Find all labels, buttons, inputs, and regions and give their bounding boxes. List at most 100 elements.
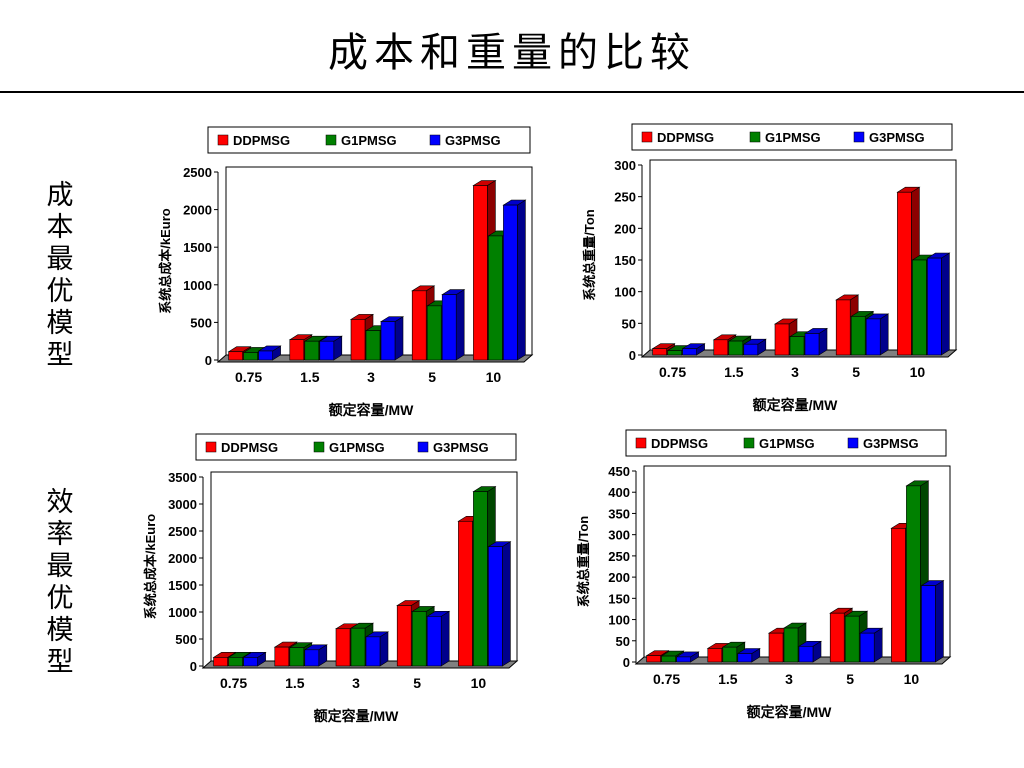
legend-label: G3PMSG [869,130,925,145]
bar-front [350,319,366,361]
bar-front [646,655,661,663]
bar-front [789,336,805,356]
bar-side [440,610,450,667]
legend-swatch [205,441,217,453]
bar-side [941,252,950,356]
x-tick-label: 3 [367,369,375,385]
bar-front [927,257,942,356]
row-label-char: 最 [46,244,74,275]
bar-front [411,611,427,667]
y-tick-label: 350 [608,506,630,521]
chart-cost-cost-optimal: 0 500 1000 1500 2000 2500 系统总成本/kEuro 0.75 1.5 3 5… [158,126,534,418]
legend-swatch [847,437,859,449]
y-tick-label: 1000 [168,605,197,620]
bar-front [743,343,759,356]
row-label-char: 型 [46,340,74,371]
legend-label: DDPMSG [657,130,714,145]
legend-swatch [853,131,865,143]
row-label-char: 成 [46,180,74,211]
bar-side [394,316,404,361]
x-tick-label: 3 [352,675,360,691]
y-tick-label: 150 [614,253,636,268]
legend: DDPMSG G1PMSG G3PMSG [207,126,531,154]
legend-label: G1PMSG [341,133,397,148]
y-tick-label: 450 [608,464,630,479]
x-tick-label: 0.75 [235,369,262,385]
bar-front [441,294,457,361]
x-tick-label: 5 [428,369,436,385]
row-label-efficiency-optimal: 效率最优模型 [40,487,80,679]
x-tick-label: 3 [791,364,799,380]
bar [797,640,823,663]
legend-swatch [217,134,229,146]
y-tick-label: 2500 [183,165,212,180]
bar-front [213,657,228,667]
row-label-cost-optimal: 成本最优模型 [40,180,80,372]
legend-box [625,429,947,457]
bar-front [365,636,381,667]
legend-swatch [429,134,441,146]
bar [859,627,884,663]
bar-front [319,340,335,361]
bar [803,327,829,356]
bar-front [865,318,881,356]
legend-label: G3PMSG [863,436,919,451]
bar-front [652,348,667,356]
chart-weight-cost-optimal: 0 50 100 150 200 250 300 系统总重量/Ton 0.75 1.5 3 5 10 额定… [582,123,958,413]
bar-front [912,259,927,356]
y-tick-label: 2000 [168,551,197,566]
y-tick-label: 500 [190,315,212,330]
bar [502,199,527,361]
bar-front [661,655,676,663]
bar-front [829,612,845,663]
y-tick-label: 0 [623,655,630,670]
bar-front [921,585,936,663]
y-axis-title: 系统总重量/Ton [582,209,597,301]
legend-label: G3PMSG [445,133,501,148]
legend-label: DDPMSG [221,440,278,455]
bar-front [228,657,243,667]
x-axis-title: 额定容量/MW [747,704,833,720]
bar-front [859,632,875,663]
legend: DDPMSG G1PMSG G3PMSG [625,429,947,457]
legend: DDPMSG G1PMSG G3PMSG [195,433,517,461]
legend-swatch [743,437,755,449]
bar-front [774,323,790,356]
bar-front [304,649,320,667]
bar-front [713,339,729,356]
bar-side [379,631,389,667]
x-tick-label: 5 [846,671,854,687]
legend-swatch [635,437,647,449]
x-tick-label: 5 [852,364,860,380]
row-label-char: 模 [46,308,74,339]
legend-swatch [641,131,653,143]
y-tick-label: 0 [190,659,197,674]
y-tick-label: 300 [614,158,636,173]
legend-swatch [417,441,429,453]
y-tick-label: 1000 [183,278,212,293]
bar-front [258,350,273,361]
bar [257,345,282,361]
bar [742,338,767,356]
y-axis-title: 系统总成本/kEuro [158,208,173,314]
y-tick-label: 3000 [168,497,197,512]
bar-front [396,605,412,667]
row-label-char: 率 [46,519,74,550]
bar-front [850,316,866,356]
bar-front [737,653,753,663]
y-axis-title: 系统总成本/kEuro [143,514,158,620]
y-tick-label: 150 [608,591,630,606]
y-tick-label: 2500 [168,524,197,539]
bar-front [682,348,697,356]
x-tick-label: 10 [904,671,920,687]
title-divider [0,91,1024,93]
bar-front [676,656,691,663]
y-tick-label: 250 [614,190,636,205]
row-label-char: 优 [46,276,74,307]
y-tick-label: 3500 [168,470,197,485]
bar-front [667,350,682,356]
x-tick-label: 0.75 [659,364,686,380]
bar-front [380,321,396,361]
bar-front [835,299,851,356]
x-tick-label: 1.5 [300,369,320,385]
